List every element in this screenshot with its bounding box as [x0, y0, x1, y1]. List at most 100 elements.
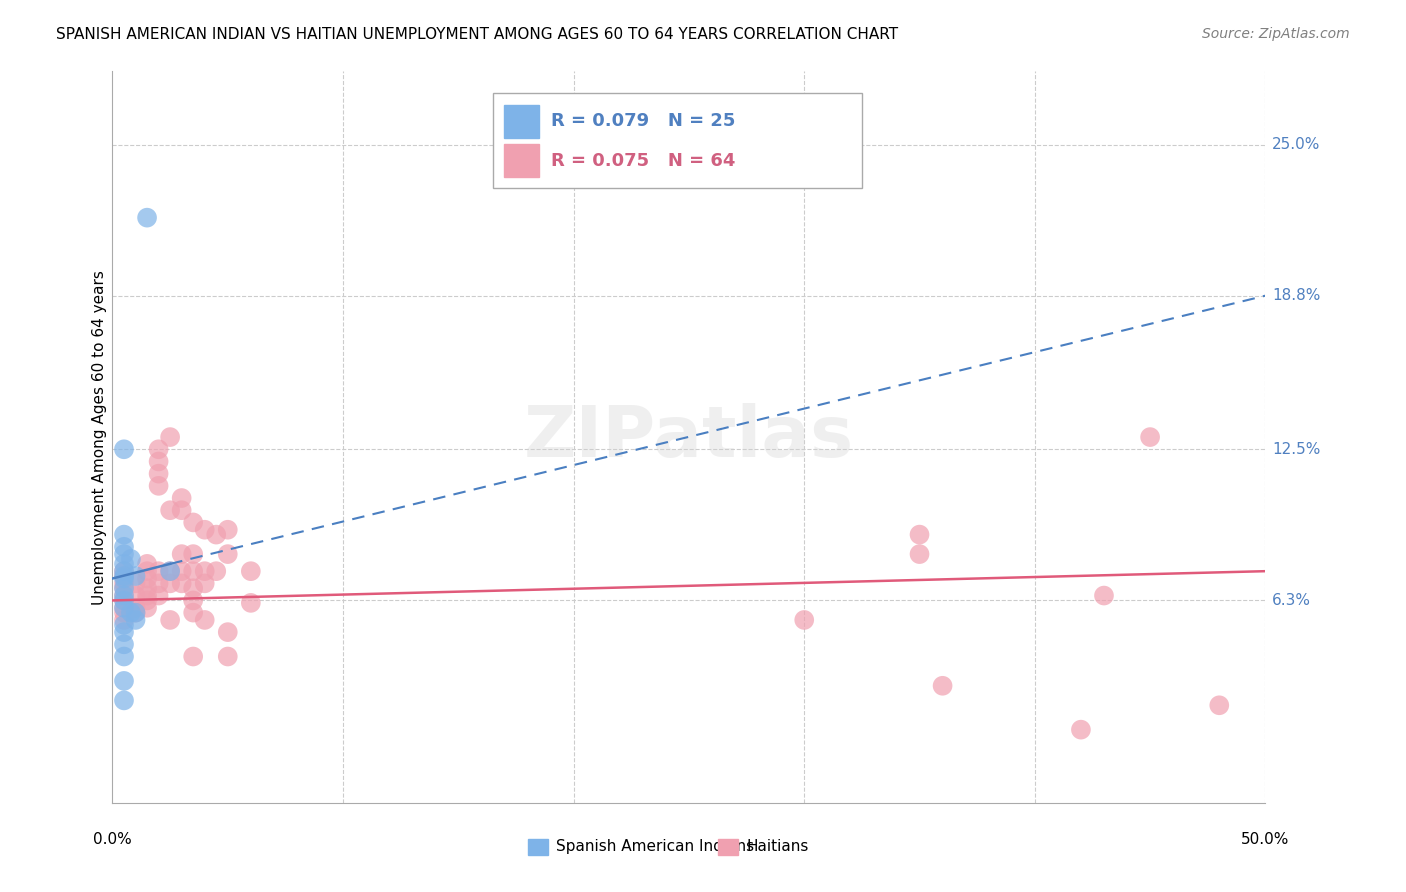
Point — [112, 589, 135, 603]
Text: Spanish American Indians: Spanish American Indians — [557, 839, 755, 855]
Point — [112, 693, 135, 707]
Point — [217, 523, 239, 537]
Point — [148, 442, 170, 457]
Point — [217, 547, 239, 561]
Text: R = 0.075   N = 64: R = 0.075 N = 64 — [551, 152, 735, 169]
Point — [170, 547, 193, 561]
Point — [217, 649, 239, 664]
Point — [205, 527, 228, 541]
Point — [112, 617, 135, 632]
Text: Source: ZipAtlas.com: Source: ZipAtlas.com — [1202, 27, 1350, 41]
Text: R = 0.079   N = 25: R = 0.079 N = 25 — [551, 112, 735, 130]
Text: 50.0%: 50.0% — [1241, 832, 1289, 847]
Point — [931, 679, 953, 693]
Point — [120, 606, 142, 620]
Point — [136, 572, 159, 586]
Point — [112, 581, 135, 595]
FancyBboxPatch shape — [494, 94, 862, 188]
Point — [136, 589, 159, 603]
Point — [124, 569, 146, 583]
Point — [908, 547, 931, 561]
Bar — [527, 838, 548, 855]
Point — [124, 589, 146, 603]
Point — [112, 581, 135, 595]
Point — [112, 569, 135, 583]
Point — [136, 564, 159, 578]
Bar — [505, 145, 538, 177]
Point — [159, 430, 181, 444]
Point — [217, 625, 239, 640]
Point — [124, 606, 146, 620]
Point — [112, 557, 135, 571]
Point — [148, 589, 170, 603]
Point — [112, 600, 135, 615]
Point — [112, 564, 135, 578]
Point — [194, 613, 217, 627]
Point — [159, 564, 181, 578]
Bar — [718, 838, 738, 855]
Point — [148, 479, 170, 493]
Point — [1139, 430, 1161, 444]
Point — [148, 454, 170, 468]
Point — [1208, 698, 1230, 713]
Point — [181, 593, 204, 607]
Point — [112, 593, 135, 607]
Point — [124, 613, 146, 627]
Point — [148, 576, 170, 591]
Point — [112, 576, 135, 591]
Point — [793, 613, 815, 627]
Point — [159, 503, 181, 517]
Point — [239, 596, 262, 610]
Point — [194, 564, 217, 578]
Point — [112, 527, 135, 541]
Point — [148, 564, 170, 578]
Point — [112, 593, 135, 607]
Point — [136, 593, 159, 607]
Point — [112, 637, 135, 651]
Point — [170, 564, 193, 578]
Point — [136, 557, 159, 571]
Y-axis label: Unemployment Among Ages 60 to 64 years: Unemployment Among Ages 60 to 64 years — [91, 269, 107, 605]
Point — [159, 564, 181, 578]
Point — [181, 564, 204, 578]
Text: 0.0%: 0.0% — [93, 832, 132, 847]
Point — [136, 211, 159, 225]
Point — [181, 649, 204, 664]
Bar — [505, 104, 538, 137]
Text: 18.8%: 18.8% — [1272, 288, 1320, 303]
Point — [159, 613, 181, 627]
Point — [124, 576, 146, 591]
Point — [112, 572, 135, 586]
Text: ZIPatlas: ZIPatlas — [524, 402, 853, 472]
Point — [239, 564, 262, 578]
Point — [124, 600, 146, 615]
Point — [120, 552, 142, 566]
Point — [112, 569, 135, 583]
Point — [205, 564, 228, 578]
Point — [112, 673, 135, 688]
Text: 6.3%: 6.3% — [1272, 593, 1312, 608]
Point — [112, 589, 135, 603]
Point — [124, 606, 146, 620]
Point — [908, 527, 931, 541]
Point — [194, 523, 217, 537]
Point — [112, 649, 135, 664]
Point — [181, 606, 204, 620]
Point — [181, 547, 204, 561]
Point — [170, 503, 193, 517]
Point — [181, 516, 204, 530]
Text: SPANISH AMERICAN INDIAN VS HAITIAN UNEMPLOYMENT AMONG AGES 60 TO 64 YEARS CORREL: SPANISH AMERICAN INDIAN VS HAITIAN UNEMP… — [56, 27, 898, 42]
Point — [112, 613, 135, 627]
Point — [136, 581, 159, 595]
Point — [170, 576, 193, 591]
Text: Haitians: Haitians — [747, 839, 808, 855]
Point — [148, 467, 170, 481]
Point — [1070, 723, 1092, 737]
Point — [1092, 589, 1115, 603]
Point — [112, 547, 135, 561]
Point — [194, 576, 217, 591]
Text: 25.0%: 25.0% — [1272, 137, 1320, 152]
Point — [112, 540, 135, 554]
Point — [136, 600, 159, 615]
Point — [181, 581, 204, 595]
